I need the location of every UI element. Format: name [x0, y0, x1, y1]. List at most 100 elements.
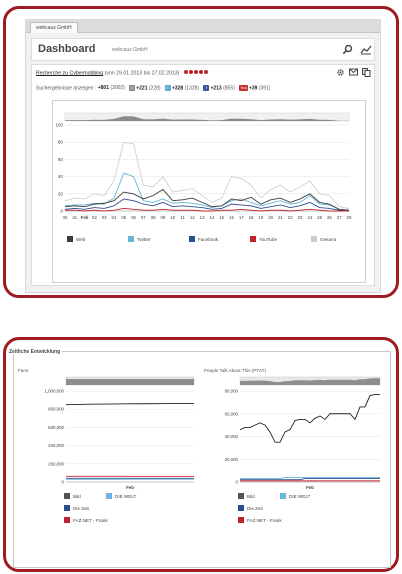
- series-line-die-welt: [240, 476, 380, 480]
- x-tick-label: 30: [63, 215, 68, 220]
- main-trend-chart: 0 20 40 60 80 100 30 31 Feb 02 03 04 05 06 07 08 09 10 11 1…: [52, 100, 366, 283]
- search-icon[interactable]: [341, 44, 354, 57]
- legend-swatch-web: [67, 236, 73, 242]
- x-tick-label: 13: [200, 215, 205, 220]
- company-name: webcaus GmbH: [112, 47, 148, 53]
- x-tick-label: 07: [141, 215, 146, 220]
- page-title: Dashboard: [38, 43, 96, 55]
- rating-dots: [183, 70, 209, 76]
- stat-twitter[interactable]: t +328 (1328): [164, 85, 199, 91]
- stats-row: Suchergebnisse anzeigen : +801 (3002) ⊙ +…: [36, 85, 274, 91]
- series-line-web: [64, 188, 350, 211]
- y-tick-label: 60: [58, 157, 64, 162]
- search-panel: Recherche zu Cybermobbing (von 29.01.201…: [31, 64, 375, 286]
- x-tick-label: 05: [121, 215, 126, 220]
- x-tick-label: 25: [317, 215, 322, 220]
- x-axis-label: Feb: [306, 485, 314, 490]
- legend-swatch-facebook: [189, 236, 195, 242]
- stat-facebook[interactable]: f +213 (855): [203, 85, 235, 91]
- x-tick-label: 16: [229, 215, 234, 220]
- y-tick-label: 40,000: [225, 434, 239, 439]
- x-tick-label: 02: [92, 215, 97, 220]
- y-tick-label: 20,000: [225, 457, 239, 462]
- development-screenshot-frame: Fans People Talk About This (PTAT) 0 200,…: [3, 337, 399, 572]
- y-tick-label: 0: [60, 209, 63, 214]
- x-tick-label: 18: [249, 215, 254, 220]
- twitter-bird-icon: ⊙: [129, 85, 136, 91]
- y-tick-label: 80,000: [225, 389, 239, 394]
- x-tick-label: 31: [72, 215, 77, 220]
- section-title: Zeitliche Entwicklung: [7, 349, 63, 355]
- x-tick-label: 08: [151, 215, 156, 220]
- tab-webcaus[interactable]: webcaus GmbH: [30, 22, 78, 33]
- legend-label-web: Web: [76, 237, 86, 242]
- legend-label-bild: Bild: [73, 494, 81, 499]
- legend-label-die-welt: DIE WELT: [289, 494, 311, 499]
- legend-swatch-faz-net-frank: [64, 517, 70, 523]
- stats-chart-icon[interactable]: [359, 44, 372, 57]
- x-tick-label: 10: [170, 215, 175, 220]
- legend-label-youtube: YouTube: [259, 237, 277, 242]
- series-line-youtube: [65, 207, 349, 212]
- x-tick-label: 23: [298, 215, 303, 220]
- stat-youtube[interactable]: You +39 (391): [239, 85, 271, 92]
- stats-label: Suchergebnisse anzeigen :: [36, 85, 97, 92]
- legend-swatch-bild: [64, 493, 70, 499]
- x-tick-label: 06: [131, 215, 136, 220]
- legend-swatch-gesamt: [311, 236, 317, 242]
- y-tick-label: 0: [62, 480, 65, 485]
- legend-label-die-welt: DIE WELT: [115, 494, 137, 499]
- legend-label-faz-net-frank: FAZ.NET - Frank: [247, 518, 282, 523]
- x-tick-label: 26: [327, 215, 332, 220]
- settings-gear-icon[interactable]: [335, 68, 345, 78]
- x-tick-label: 24: [307, 215, 312, 220]
- x-tick-label: 17: [239, 215, 244, 220]
- legend-label-faz-net-frank: FAZ.NET - Frank: [73, 518, 108, 523]
- dashboard-screenshot-frame: webcaus GmbH Dashboard webcaus GmbH Rech…: [3, 6, 399, 298]
- youtube-icon: You: [239, 85, 248, 91]
- legend-label-facebook: Facebook: [198, 237, 219, 242]
- x-tick-label: 21: [278, 215, 283, 220]
- y-tick-label: 40: [58, 174, 64, 179]
- legend-swatch-die-welt: [106, 493, 112, 499]
- ptat-chart: 0 20,000 40,000 60,000 80,000 Feb Bild DIE WELT…: [225, 376, 381, 523]
- legend-label-bild: Bild: [247, 494, 255, 499]
- legend-swatch-die-zeit: [238, 505, 244, 511]
- y-tick-label: 200,000: [48, 461, 64, 466]
- y-tick-label: 60,000: [225, 411, 239, 416]
- legend-swatch-youtube: [250, 236, 256, 242]
- x-tick-label: 04: [112, 215, 117, 220]
- fans-chart: 0 200,000 400,000 600,000 800,000 1,000,000 Fe…: [44, 376, 195, 523]
- y-tick-label: 20: [58, 191, 64, 196]
- search-summary: Recherche zu Cybermobbing (von 29.01.201…: [36, 70, 209, 76]
- stat-twitter-alt[interactable]: ⊙ +221 (228): [129, 85, 161, 92]
- legend-swatch-faz-net-frank: [238, 517, 244, 523]
- legend-swatch-twitter: [128, 236, 134, 242]
- stat-web[interactable]: +801 (3002): [97, 85, 125, 92]
- y-tick-label: 100: [55, 123, 63, 128]
- development-fieldset: Fans People Talk About This (PTAT) 0 200,…: [13, 351, 391, 568]
- x-tick-label: 09: [160, 215, 165, 220]
- series-line-twitter: [64, 172, 350, 211]
- legend-swatch-die-zeit: [64, 505, 70, 511]
- legend-label-gesamt: Gesamt: [320, 237, 337, 242]
- navigator-area: [66, 378, 194, 385]
- twitter-icon: t: [164, 85, 171, 91]
- x-tick-label: 20: [268, 215, 273, 220]
- mail-icon[interactable]: [348, 68, 358, 78]
- y-tick-label: 400,000: [48, 443, 64, 448]
- x-tick-label: Feb: [81, 215, 89, 220]
- x-tick-label: 19: [258, 215, 263, 220]
- x-tick-label: 11: [180, 215, 185, 220]
- series-line-gesamt: [64, 141, 350, 209]
- x-tick-label: 03: [102, 215, 107, 220]
- x-axis-label: Feb: [126, 485, 134, 490]
- fans-chart-title: Fans: [18, 368, 29, 373]
- copy-icon[interactable]: [361, 68, 371, 78]
- navigator-area: [65, 116, 349, 121]
- search-link[interactable]: Recherche zu Cybermobbing: [36, 70, 104, 77]
- x-tick-label: 27: [337, 215, 342, 220]
- x-tick-label: 15: [219, 215, 224, 220]
- dashboard-app: webcaus GmbH Dashboard webcaus GmbH Rech…: [25, 19, 381, 293]
- legend-swatch-die-welt: [280, 493, 286, 499]
